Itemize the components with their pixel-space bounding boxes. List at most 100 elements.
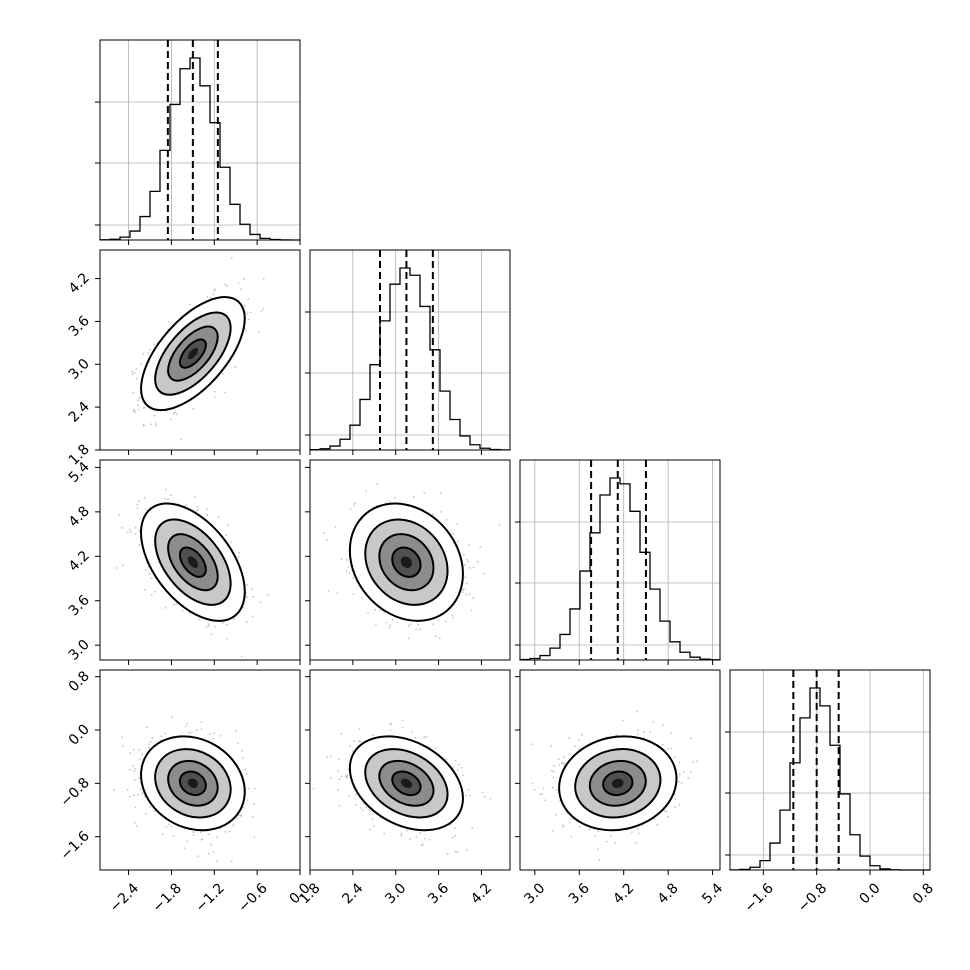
sample-point	[326, 756, 329, 759]
sample-point	[539, 793, 541, 796]
sample-point	[479, 546, 482, 549]
sample-point	[636, 710, 638, 713]
sample-point	[368, 813, 371, 816]
sample-point	[440, 510, 443, 513]
sample-point	[170, 825, 173, 828]
sample-point	[259, 601, 262, 604]
sample-point	[165, 826, 168, 828]
sample-point	[561, 824, 564, 827]
sample-point	[552, 830, 554, 832]
sample-point	[389, 500, 392, 503]
sample-point	[661, 743, 664, 746]
sample-point	[132, 392, 135, 394]
sample-point	[400, 832, 403, 835]
sample-point	[407, 625, 410, 627]
sample-point	[323, 531, 325, 534]
sample-point	[122, 745, 124, 747]
sample-point	[383, 832, 386, 835]
sample-point	[195, 729, 198, 731]
sample-point	[467, 789, 470, 791]
sample-point	[214, 288, 216, 291]
sample-point	[205, 626, 208, 628]
sample-point	[246, 312, 249, 315]
sample-point	[349, 745, 351, 747]
sample-point	[419, 831, 422, 834]
sample-point	[126, 788, 129, 791]
sample-point	[353, 502, 356, 504]
sample-point	[212, 293, 214, 295]
sample-point	[190, 731, 193, 734]
sample-point	[250, 588, 253, 591]
sample-point	[402, 719, 404, 722]
sample-point	[212, 738, 215, 740]
sample-point	[169, 418, 172, 421]
sample-point	[121, 736, 123, 738]
sample-point	[662, 724, 664, 726]
sample-point	[358, 740, 360, 743]
sample-point	[245, 621, 248, 623]
sample-point	[164, 488, 167, 491]
sample-point	[365, 806, 368, 809]
sample-point	[201, 838, 204, 841]
sample-point	[247, 787, 250, 790]
sample-point	[312, 787, 315, 790]
sample-point	[175, 602, 177, 605]
sample-point	[358, 728, 361, 730]
sample-point	[138, 543, 141, 546]
sample-point	[207, 833, 210, 836]
sample-point	[489, 797, 492, 800]
sample-point	[401, 726, 404, 729]
sample-point	[468, 544, 470, 546]
sample-point	[240, 750, 243, 752]
sample-point	[337, 789, 340, 792]
sample-point	[470, 609, 473, 612]
sample-point	[371, 813, 374, 815]
sample-point	[175, 413, 178, 416]
sample-point	[136, 503, 139, 506]
sample-point	[249, 311, 252, 314]
sample-point	[153, 343, 155, 345]
sample-point	[138, 396, 141, 399]
sample-point	[207, 623, 210, 626]
sample-point	[145, 812, 147, 815]
sample-point	[143, 496, 146, 499]
sample-point	[208, 733, 211, 736]
sample-point	[652, 721, 655, 723]
sample-point	[376, 483, 379, 486]
sample-point	[267, 594, 270, 596]
sample-point	[226, 285, 229, 288]
sample-point	[463, 588, 465, 590]
sample-point	[116, 567, 118, 569]
sample-point	[244, 304, 246, 307]
sample-point	[417, 623, 420, 626]
sample-point	[138, 500, 140, 503]
sample-point	[214, 626, 216, 628]
sample-point	[199, 831, 202, 833]
sample-point	[439, 492, 442, 495]
sample-point	[438, 637, 441, 640]
sample-point	[134, 411, 137, 414]
sample-point	[415, 835, 418, 838]
sample-point	[137, 399, 139, 402]
sample-point	[422, 843, 424, 846]
sample-point	[465, 582, 468, 585]
sample-point	[213, 390, 216, 393]
sample-point	[462, 774, 464, 777]
sample-point	[151, 737, 154, 739]
sample-point	[134, 821, 136, 824]
sample-point	[374, 608, 377, 611]
sample-point	[213, 396, 216, 398]
sample-point	[637, 729, 639, 732]
sample-point	[230, 860, 233, 863]
sample-point	[260, 310, 263, 312]
sample-point	[227, 523, 230, 526]
sample-point	[434, 635, 437, 637]
sample-point	[451, 836, 454, 839]
sample-point	[373, 825, 375, 827]
sample-point	[148, 743, 151, 746]
sample-point	[135, 368, 138, 370]
sample-point	[213, 289, 215, 292]
sample-point	[219, 735, 222, 737]
sample-point	[531, 782, 534, 785]
sample-point	[172, 412, 175, 415]
